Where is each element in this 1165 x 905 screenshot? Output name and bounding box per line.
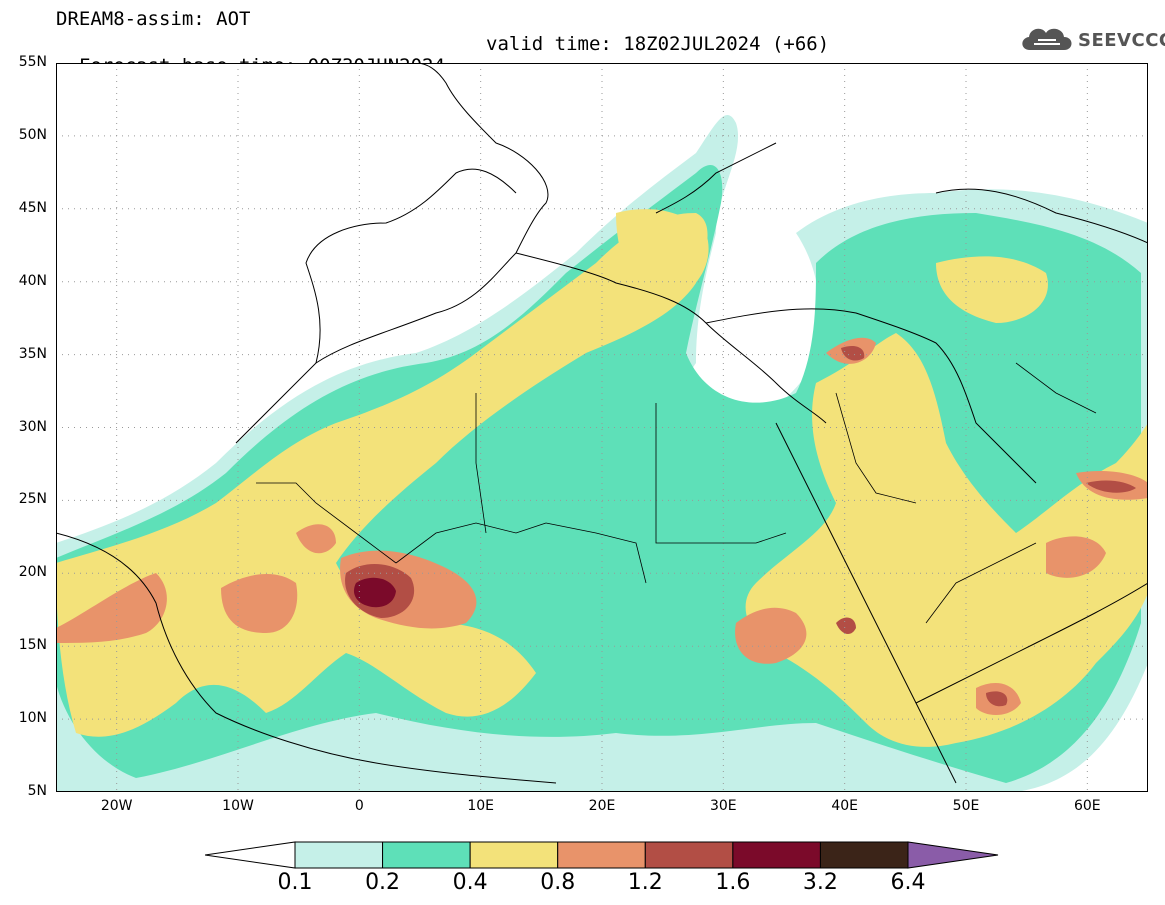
lat-tick-label: 25N xyxy=(18,491,47,508)
valid-time-label: valid time: 18Z02JUL2024 (+66) xyxy=(486,33,830,55)
colorbar-tick-label: 0.4 xyxy=(452,870,488,895)
lat-tick-label: 5N xyxy=(27,783,47,799)
colorbar-tick-label: 0.1 xyxy=(277,870,313,895)
aot-map-canvas xyxy=(56,63,1148,792)
lon-tick-label: 60E xyxy=(1073,798,1101,814)
lon-tick-label: 20E xyxy=(588,798,616,814)
lat-tick-label: 50N xyxy=(18,126,47,143)
colorbar-canvas xyxy=(204,841,999,869)
lon-tick-label: 10W xyxy=(222,798,254,814)
colorbar-tick-label: 0.2 xyxy=(365,870,401,895)
lat-tick-label: 15N xyxy=(18,637,47,654)
colorbar-box xyxy=(732,841,821,869)
lon-tick-label: 20W xyxy=(100,798,133,814)
plot-title: DREAM8-assim: AOT xyxy=(56,8,251,30)
colorbar-tick-label: 3.2 xyxy=(802,870,838,895)
colorbar-box xyxy=(382,841,471,869)
map-frame xyxy=(56,63,1148,792)
lat-tick-label: 20N xyxy=(18,564,47,581)
lon-tick-label: 40E xyxy=(831,798,858,814)
colorbar-box xyxy=(294,841,384,869)
lat-tick-label: 30N xyxy=(18,418,47,435)
colorbar-boxes xyxy=(294,841,909,869)
colorbar-tick-label: 0.8 xyxy=(540,870,576,895)
country-borders xyxy=(256,362,1097,624)
lat-tick-label: 55N xyxy=(18,54,47,70)
colorbar xyxy=(204,840,1000,870)
lat-tick-label: 40N xyxy=(18,272,47,289)
lon-tick-label: 50E xyxy=(952,798,980,814)
aot-region-1.6 xyxy=(353,577,396,608)
colorbar-box xyxy=(644,841,734,869)
colorbar-box xyxy=(819,841,909,869)
lon-tick-label: 10E xyxy=(467,798,494,814)
logo-text: SEEVCCC xyxy=(1078,30,1165,51)
lon-tick-label: 30E xyxy=(709,798,737,814)
lon-tick-label: 0 xyxy=(354,798,364,814)
colorbar-tick-label: 6.4 xyxy=(890,870,926,895)
colorbar-box xyxy=(469,841,559,869)
colorbar-tick-label: 1.2 xyxy=(627,870,663,895)
seevccc-logo: SEEVCCC xyxy=(1018,22,1165,58)
cloud-icon xyxy=(1022,28,1072,50)
colorbar-box xyxy=(557,841,646,869)
lat-tick-label: 35N xyxy=(18,345,47,362)
colorbar-tick-label: 1.6 xyxy=(715,870,751,895)
aot-map xyxy=(56,63,1148,792)
lat-tick-label: 10N xyxy=(18,710,47,727)
lat-tick-label: 45N xyxy=(18,199,47,216)
colorbar-over-arrow xyxy=(907,841,999,869)
colorbar-under-arrow xyxy=(204,841,296,869)
graticule xyxy=(56,63,1148,792)
coastlines xyxy=(56,63,1148,784)
aot-region-0.4 xyxy=(56,209,1148,747)
